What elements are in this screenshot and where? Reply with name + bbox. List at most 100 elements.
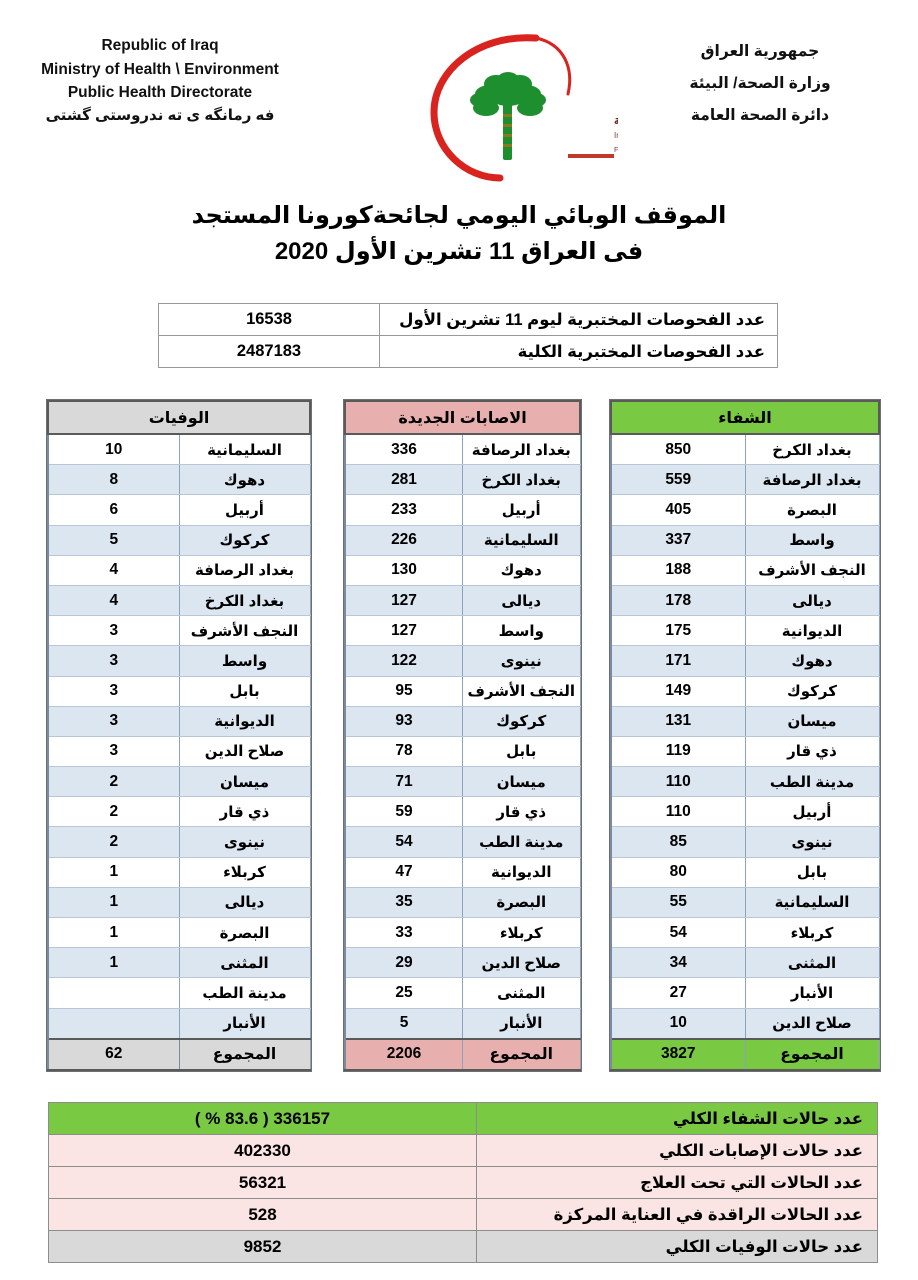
governorate-name: مدينة الطب xyxy=(178,977,311,1009)
lab-test-total-label: عدد الفحوصات المختبرية الكلية xyxy=(379,335,778,368)
governorate-name: بغداد الرصافة xyxy=(178,554,311,586)
governorate-value: 171 xyxy=(610,645,746,677)
governorate-name: النجف الأشرف xyxy=(462,675,581,707)
table-row: كركوك 93 xyxy=(344,705,581,737)
table-row: ديالى 127 xyxy=(344,584,581,617)
governorate-name: بابل xyxy=(744,856,880,888)
table-row: المثنى 25 xyxy=(344,977,581,1009)
table-row: كربلاء 33 xyxy=(344,916,581,949)
governorate-name: كربلاء xyxy=(178,856,311,888)
total-value: 2206 xyxy=(344,1037,463,1071)
governorate-value: 10 xyxy=(47,433,180,466)
governorate-name: صلاح الدين xyxy=(462,947,581,979)
governorate-name: ذي قار xyxy=(178,796,311,828)
governorate-value: 34 xyxy=(610,947,746,979)
table-row: الأنبار 27 xyxy=(610,977,880,1009)
table-row: كربلاء 54 xyxy=(610,916,880,949)
table-row: ديالى 178 xyxy=(610,584,880,617)
table-row: صلاح الدين 29 xyxy=(344,947,581,979)
logo-founded-text: Founded 1920 xyxy=(614,145,618,154)
governorate-name: واسط xyxy=(178,645,311,677)
governorate-value: 3 xyxy=(47,735,180,768)
total-value: 3827 xyxy=(610,1037,746,1071)
total-label: المجموع xyxy=(178,1037,311,1071)
governorate-name: النجف الأشرف xyxy=(178,615,311,647)
recovered-table: الشفاء بغداد الكرخ 850 بغداد الرصافة 559 الب… xyxy=(610,400,880,1071)
governorate-name: دهوك xyxy=(178,464,311,496)
governorate-value: 131 xyxy=(610,705,746,737)
header-arabic-line-2: وزارة الصحة/ البيئة xyxy=(689,74,831,92)
table-row: ميسان 2 xyxy=(47,766,311,798)
new-cases-table: الاصابات الجديدة بغداد الرصافة 336 بغداد ا… xyxy=(344,400,581,1071)
governorate-value: 35 xyxy=(344,886,463,919)
table-row: بغداد الرصافة 559 xyxy=(610,464,880,496)
governorate-value: 122 xyxy=(344,645,463,677)
governorate-name: نينوى xyxy=(462,645,581,677)
governorate-value: 5 xyxy=(344,1007,463,1040)
governorate-name: الديوانية xyxy=(462,856,581,888)
governorate-name: صلاح الدين xyxy=(744,1007,880,1040)
governorate-name: الأنبار xyxy=(178,1007,311,1040)
governorate-value: 3 xyxy=(47,675,180,707)
summary-value: 56321 xyxy=(48,1166,477,1199)
governorate-name: مدينة الطب xyxy=(744,766,880,798)
table-row: نينوى 122 xyxy=(344,645,581,677)
recovered-table-body: بغداد الكرخ 850 بغداد الرصافة 559 البصرة 405 و… xyxy=(610,433,880,1071)
governorate-value: 55 xyxy=(610,886,746,919)
table-row: ذي قار 2 xyxy=(47,796,311,828)
table-row: عدد الفحوصات المختبرية الكلية 2487183 xyxy=(157,335,778,368)
summary-value: 9852 xyxy=(48,1230,477,1263)
governorate-name: البصرة xyxy=(178,916,311,949)
governorate-name: الديوانية xyxy=(744,615,880,647)
table-row: ديالى 1 xyxy=(47,886,311,919)
governorate-name: ديالى xyxy=(462,584,581,617)
summary-label: عدد حالات الإصابات الكلي xyxy=(476,1134,878,1167)
governorate-value: 2 xyxy=(47,826,180,858)
table-row: عدد الفحوصات المختبرية ليوم 11 تشرين الأ… xyxy=(157,303,778,336)
governorate-name: ديالى xyxy=(178,886,311,919)
total-label: المجموع xyxy=(744,1037,880,1071)
governorate-value: 54 xyxy=(344,826,463,858)
governorate-value: 1 xyxy=(47,947,180,979)
table-row: ميسان 131 xyxy=(610,705,880,737)
governorate-value: 175 xyxy=(610,615,746,647)
governorate-name: ميسان xyxy=(462,766,581,798)
table-row: النجف الأشرف 3 xyxy=(47,615,311,647)
header-english-line-2: Ministry of Health \ Environment xyxy=(41,60,279,78)
governorate-name: الأنبار xyxy=(744,977,880,1009)
governorate-value: 78 xyxy=(344,735,463,768)
governorate-value: 3 xyxy=(47,645,180,677)
governorate-value: 54 xyxy=(610,916,746,949)
table-row: بغداد الكرخ 281 xyxy=(344,464,581,496)
summary-label: عدد حالات الشفاء الكلي xyxy=(476,1102,878,1135)
governorate-name: بغداد الكرخ xyxy=(744,433,880,466)
governorate-value: 850 xyxy=(610,433,746,466)
governorate-value: 281 xyxy=(344,464,463,496)
lab-test-daily-label: عدد الفحوصات المختبرية ليوم 11 تشرين الأ… xyxy=(379,303,778,336)
lab-tests-table: عدد الفحوصات المختبرية ليوم 11 تشرين الأ… xyxy=(157,303,778,368)
summary-label: عدد الحالات التي تحت العلاج xyxy=(476,1166,878,1199)
table-row: ذي قار 59 xyxy=(344,796,581,828)
new-cases-table-header: الاصابات الجديدة xyxy=(344,400,581,435)
governorate-name: كربلاء xyxy=(462,916,581,949)
recovered-table-header: الشفاء xyxy=(610,400,880,435)
governorate-value: 405 xyxy=(610,494,746,526)
governorate-name: ذي قار xyxy=(744,735,880,768)
governorate-value: 4 xyxy=(47,554,180,586)
governorate-name: بابل xyxy=(462,735,581,768)
governorate-name: النجف الأشرف xyxy=(744,554,880,586)
governorate-value: 71 xyxy=(344,766,463,798)
summary-value: 402330 xyxy=(48,1134,477,1167)
table-row: الديوانية 175 xyxy=(610,615,880,647)
deaths-table: الوفيات السليمانية 10 دهوك 8 أربيل 6 كركوك 5 بغد… xyxy=(47,400,311,1071)
governorate-name: المثنى xyxy=(178,947,311,979)
governorate-name: بابل xyxy=(178,675,311,707)
page-title-line-1: الموقف الوبائي اليومي لجائحة‌كورونا المس… xyxy=(191,202,727,229)
governorate-value: 2 xyxy=(47,766,180,798)
governorate-value: 178 xyxy=(610,584,746,617)
governorate-name: نينوى xyxy=(178,826,311,858)
governorate-name: أربيل xyxy=(744,796,880,828)
table-row: بابل 80 xyxy=(610,856,880,888)
governorate-value: 149 xyxy=(610,675,746,707)
total-row: المجموع 62 xyxy=(47,1037,311,1071)
